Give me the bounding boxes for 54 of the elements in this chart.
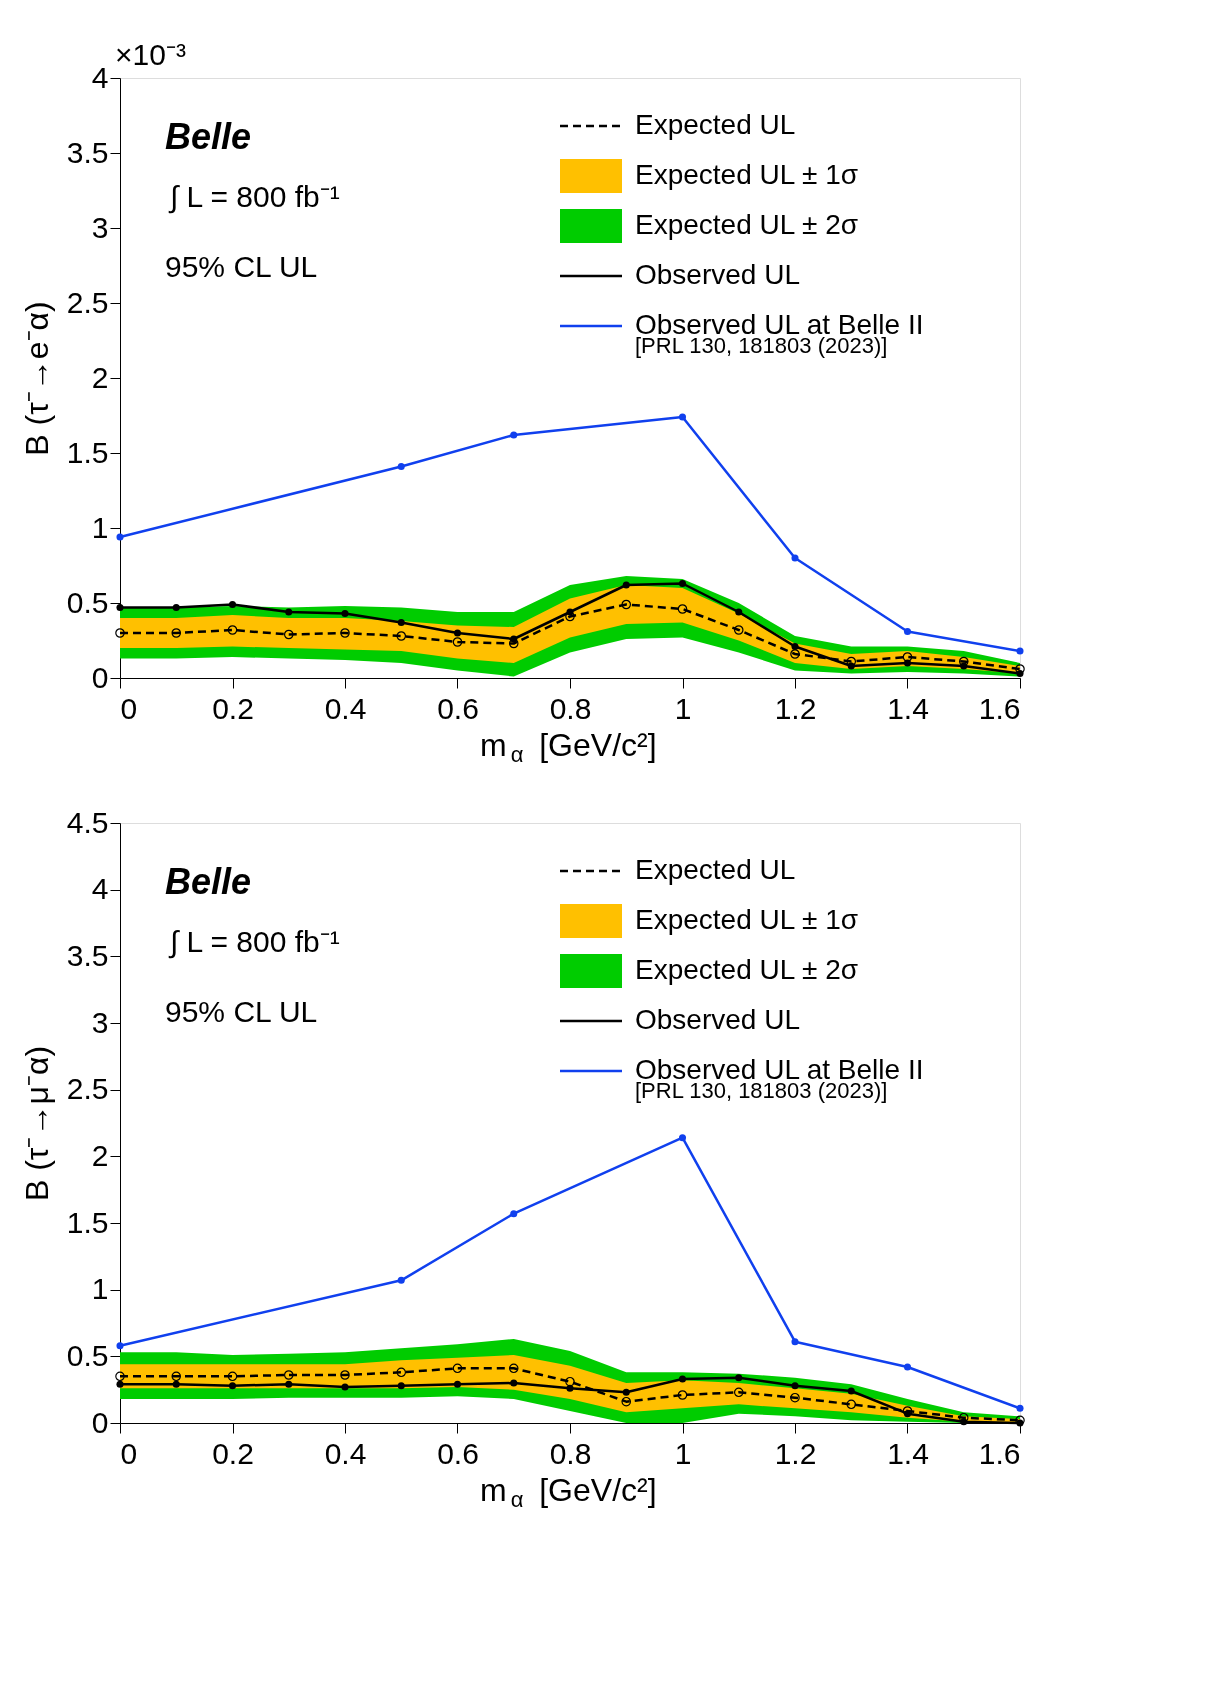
- legend-label: Expected UL: [635, 854, 796, 885]
- y-tick-label: 4: [91, 60, 109, 94]
- legend-label: Expected UL ± 2σ: [635, 954, 859, 985]
- x-tick-label: 1.4: [887, 691, 929, 725]
- y-tick-label: 1.5: [66, 435, 109, 469]
- legend-label: Expected UL: [635, 109, 796, 140]
- x-tick-label: 0: [120, 1436, 138, 1470]
- annotation: 95% CL UL: [165, 250, 318, 283]
- x-tick-label: 0: [120, 691, 138, 725]
- x-tick-label: 0.6: [437, 1436, 479, 1470]
- legend-label: Observed UL: [635, 259, 800, 290]
- y-tick-label: 2.5: [66, 1072, 109, 1106]
- y-tick-label: 2: [91, 1138, 109, 1172]
- y-tick-label: 0.5: [66, 585, 109, 619]
- legend-label: Expected UL ± 1σ: [635, 159, 859, 190]
- y-tick-label: 3: [91, 210, 109, 244]
- legend-label: Expected UL ± 2σ: [635, 209, 859, 240]
- x-tick-label: 0.8: [549, 1436, 592, 1470]
- y-tick-label: 4.5: [66, 805, 109, 839]
- annotation: 95% CL UL: [165, 995, 318, 1028]
- x-tick-label: 0.2: [212, 1436, 254, 1470]
- y-tick-label: 4: [91, 872, 109, 906]
- x-tick-label: 0.4: [324, 691, 367, 725]
- x-tick-label: 0.8: [549, 691, 592, 725]
- annotation: ∫ L = 800 fb⁻¹: [168, 925, 340, 959]
- x-tick-label: 0.4: [324, 1436, 367, 1470]
- y-tick-label: 0: [91, 660, 109, 694]
- y-tick-label: 3: [91, 1005, 109, 1039]
- y-tick-label: 2.5: [66, 285, 109, 319]
- y-tick-label: 0: [91, 1405, 109, 1439]
- legend-label: Observed UL: [635, 1004, 800, 1035]
- y-tick-label: 1.5: [66, 1205, 109, 1239]
- legend-label: Expected UL ± 1σ: [635, 904, 859, 935]
- annotation: Belle: [165, 861, 252, 902]
- y-tick-label: 2: [91, 360, 109, 394]
- y-axis-title: B (τ⁻→μ⁻α): [18, 1045, 55, 1202]
- x-tick-label: 1.2: [774, 691, 817, 725]
- x-tick-label: 1.6: [978, 691, 1021, 725]
- x-tick-label: 1.6: [978, 1436, 1021, 1470]
- x-tick-label: 0.6: [437, 691, 479, 725]
- y-tick-label: 3.5: [66, 135, 109, 169]
- x-tick-label: 1.2: [774, 1436, 817, 1470]
- x-tick-label: 0.2: [212, 691, 254, 725]
- annotation: ∫ L = 800 fb⁻¹: [168, 180, 340, 214]
- x-tick-label: 1: [674, 1436, 692, 1470]
- y-tick-label: 1: [91, 1272, 109, 1306]
- annotation: Belle: [165, 116, 252, 157]
- y-tick-label: 0.5: [66, 1338, 109, 1372]
- x-tick-label: 1: [674, 691, 692, 725]
- y-axis-title: B (τ⁻→e⁻α): [18, 301, 55, 456]
- y-tick-label: 3.5: [66, 938, 109, 972]
- x-tick-label: 1.4: [887, 1436, 929, 1470]
- text: ×10⁻³: [115, 38, 186, 71]
- y-tick-label: 1: [91, 510, 109, 544]
